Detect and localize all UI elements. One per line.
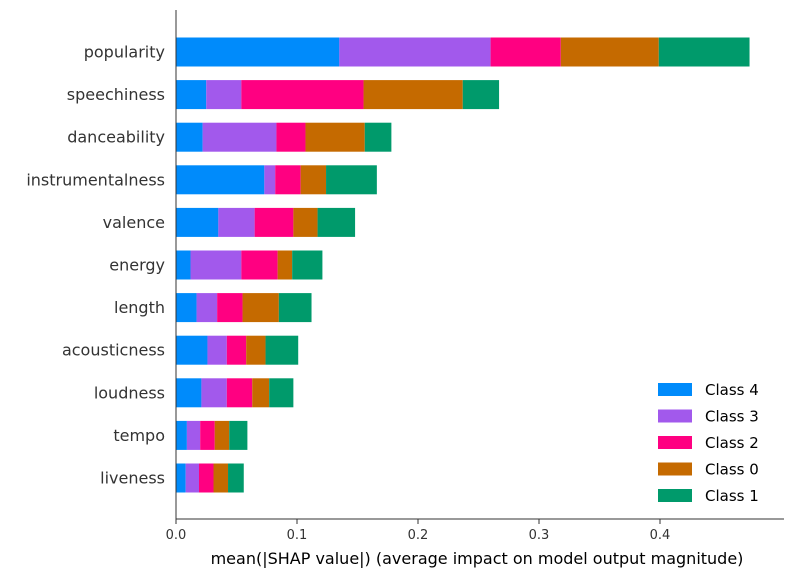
feature-label-length: length [114, 298, 165, 317]
feature-label-loudness: loudness [94, 383, 165, 402]
feature-label-tempo: tempo [113, 426, 165, 445]
bar-acousticness-class-0 [246, 335, 266, 365]
bar-energy-class-3 [190, 250, 242, 280]
bar-valence-class-1 [317, 207, 356, 237]
bar-danceability-class-2 [276, 122, 306, 152]
bar-danceability-class-1 [364, 122, 392, 152]
bar-danceability-class-3 [202, 122, 277, 152]
bar-instrumentalness-class-2 [275, 165, 301, 195]
feature-label-liveness: liveness [100, 469, 165, 488]
bar-speechiness-class-3 [206, 80, 242, 110]
bar-acousticness-class-1 [265, 335, 299, 365]
bar-valence-class-3 [218, 207, 255, 237]
bar-speechiness-class-2 [241, 80, 364, 110]
bar-valence-class-4 [176, 207, 219, 237]
bar-popularity-class-0 [560, 37, 659, 67]
bar-length-class-2 [217, 293, 243, 323]
bar-energy-class-2 [241, 250, 278, 280]
legend: Class 4 Class 3 Class 2 Class 0 Class 1 [658, 381, 759, 505]
feature-label-energy: energy [109, 256, 165, 275]
bar-tempo-class-0 [214, 420, 230, 450]
bar-liveness-class-2 [198, 463, 214, 493]
bar-loudness-class-3 [201, 378, 227, 408]
bar-length-class-3 [196, 293, 218, 323]
legend-swatch-class-0 [658, 462, 692, 476]
bar-length-class-4 [176, 293, 197, 323]
stacked-bars [176, 37, 750, 493]
x-ticks: 0.0 0.1 0.2 0.3 0.4 [166, 519, 671, 543]
x-axis-label: mean(|SHAP value|) (average impact on mo… [211, 549, 744, 568]
bar-acousticness-class-3 [207, 335, 227, 365]
bar-liveness-class-3 [185, 463, 199, 493]
bar-liveness-class-4 [176, 463, 186, 493]
bar-loudness-class-0 [252, 378, 270, 408]
legend-label-class-4: Class 4 [705, 381, 759, 399]
bar-instrumentalness-class-3 [264, 165, 276, 195]
x-tick-label: 0.2 [408, 528, 429, 543]
bar-tempo-class-3 [186, 420, 201, 450]
bar-length-class-0 [242, 293, 279, 323]
bar-energy-class-1 [292, 250, 323, 280]
legend-swatch-class-1 [658, 489, 692, 502]
bar-loudness-class-2 [226, 378, 253, 408]
legend-swatch-class-3 [658, 409, 692, 423]
bar-acousticness-class-2 [226, 335, 247, 365]
bar-popularity-class-4 [176, 37, 340, 67]
feature-label-valence: valence [103, 213, 165, 232]
legend-swatch-class-2 [658, 436, 692, 449]
bar-danceability-class-4 [176, 122, 203, 152]
bar-speechiness-class-1 [462, 80, 500, 110]
legend-label-class-1: Class 1 [705, 487, 759, 505]
bar-tempo-class-2 [200, 420, 215, 450]
feature-labels: popularity speechiness danceability instrum… [26, 43, 165, 488]
bar-liveness-class-0 [213, 463, 229, 493]
feature-label-danceability: danceability [67, 128, 165, 147]
bar-tempo-class-1 [229, 420, 248, 450]
bar-loudness-class-4 [176, 378, 202, 408]
bar-popularity-class-2 [490, 37, 561, 67]
bar-speechiness-class-4 [176, 80, 207, 110]
bar-instrumentalness-class-4 [176, 165, 265, 195]
x-tick-label: 0.0 [166, 528, 187, 543]
feature-label-acousticness: acousticness [62, 341, 165, 360]
bar-acousticness-class-4 [176, 335, 208, 365]
bar-instrumentalness-class-1 [326, 165, 377, 195]
bar-popularity-class-3 [339, 37, 491, 67]
bar-instrumentalness-class-0 [300, 165, 327, 195]
bar-speechiness-class-0 [363, 80, 463, 110]
bar-tempo-class-4 [176, 420, 187, 450]
bar-loudness-class-1 [269, 378, 294, 408]
bar-liveness-class-1 [228, 463, 244, 493]
bar-valence-class-2 [254, 207, 294, 237]
legend-swatch-class-4 [658, 383, 692, 396]
feature-label-instrumentalness: instrumentalness [26, 170, 165, 189]
x-tick-label: 0.3 [529, 528, 550, 543]
bar-energy-class-0 [277, 250, 293, 280]
feature-label-speechiness: speechiness [67, 85, 165, 104]
legend-label-class-0: Class 0 [705, 461, 759, 479]
x-tick-label: 0.4 [650, 528, 671, 543]
feature-label-popularity: popularity [84, 43, 165, 62]
bar-energy-class-4 [176, 250, 191, 280]
bar-danceability-class-0 [305, 122, 365, 152]
bar-length-class-1 [278, 293, 312, 323]
bar-valence-class-0 [293, 207, 318, 237]
x-tick-label: 0.1 [287, 528, 308, 543]
legend-label-class-2: Class 2 [705, 434, 759, 452]
legend-label-class-3: Class 3 [705, 408, 759, 426]
bar-popularity-class-1 [658, 37, 750, 67]
